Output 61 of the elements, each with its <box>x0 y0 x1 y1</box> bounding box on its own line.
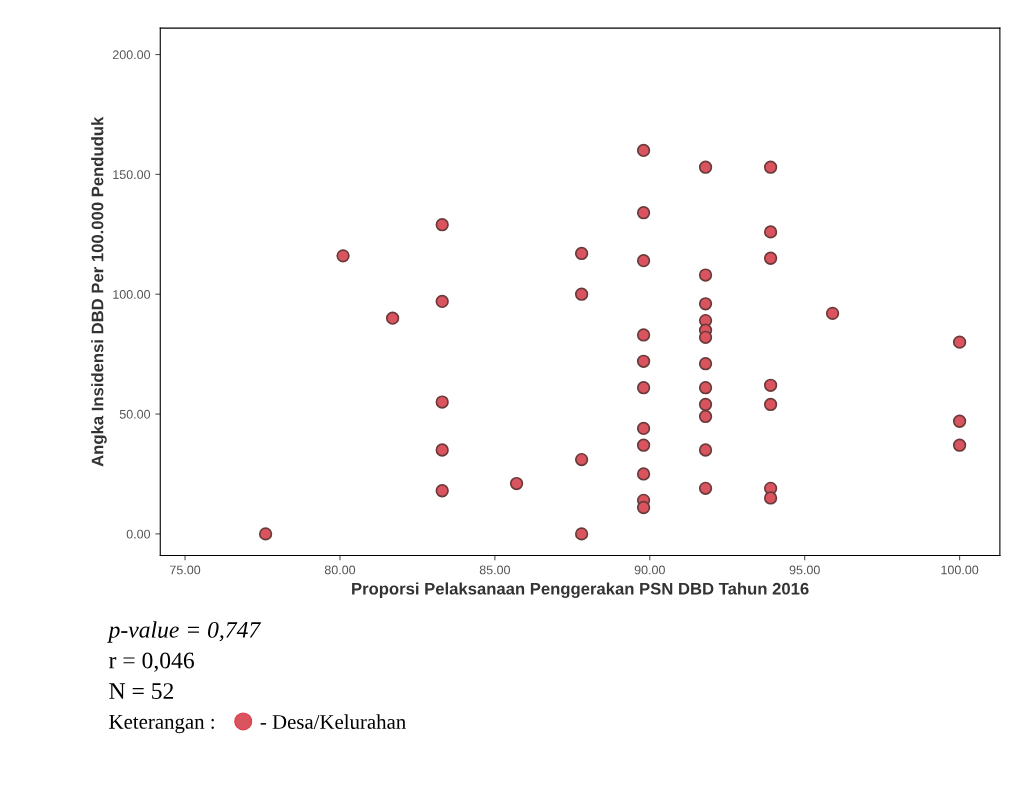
point <box>763 491 778 505</box>
point <box>698 357 713 371</box>
text: r = 0,046 <box>109 652 194 672</box>
point <box>698 160 713 174</box>
point <box>698 397 713 412</box>
y-axis-title: Angka Insidensi DBD Per 100.000 Penduduk <box>91 116 107 467</box>
x-axis-title: Proporsi Pelaksanaan Penggerakan PSN DBD Tahun 2016 <box>352 582 809 598</box>
point <box>636 500 651 515</box>
point <box>435 484 449 498</box>
point <box>435 218 449 232</box>
point <box>698 481 713 495</box>
x-tick-label: 100.00 <box>941 565 979 575</box>
point <box>952 438 967 452</box>
point <box>435 395 449 409</box>
y-tick-label: 200.00 <box>112 50 151 60</box>
point <box>336 249 350 263</box>
point <box>825 306 840 321</box>
x-tick-label: 80.00 <box>324 565 356 575</box>
x-tick-label: 90.00 <box>634 565 665 575</box>
point <box>698 297 713 311</box>
point <box>258 527 273 541</box>
x-tick-label: 75.00 <box>170 565 201 575</box>
y-tick-label: 150.00 <box>113 170 151 180</box>
point <box>698 268 713 282</box>
point <box>636 206 651 220</box>
point <box>636 354 651 368</box>
point <box>763 160 778 174</box>
point <box>763 251 778 265</box>
point <box>952 335 967 349</box>
point <box>636 438 651 452</box>
point <box>698 443 713 457</box>
point <box>509 476 524 491</box>
y-tick-label: 0.00 <box>126 529 151 539</box>
text: N = 52 <box>109 683 174 700</box>
point <box>385 311 400 325</box>
point <box>636 254 651 268</box>
point <box>574 246 589 261</box>
point <box>435 294 449 309</box>
point <box>636 328 651 342</box>
point <box>636 143 651 158</box>
legend-label: - Desa/Kelurahan <box>260 714 406 729</box>
point <box>698 409 713 424</box>
point <box>952 414 967 428</box>
point <box>574 287 589 301</box>
y-tick-label: 50.00 <box>119 409 151 419</box>
point <box>698 381 713 395</box>
point <box>435 443 449 457</box>
y-tick-label: 100.00 <box>113 290 151 299</box>
point <box>574 452 589 467</box>
text: p-value = 0,747 <box>107 621 262 643</box>
point <box>763 397 778 412</box>
point <box>763 378 778 392</box>
point <box>636 381 651 395</box>
point <box>636 467 651 481</box>
legend-title: Keterangan : <box>109 715 214 734</box>
point <box>698 330 713 344</box>
point <box>636 421 651 436</box>
x-tick-label: 95.00 <box>789 565 820 575</box>
x-tick-label: 85.00 <box>479 565 511 575</box>
point <box>574 527 589 541</box>
point <box>763 225 778 239</box>
